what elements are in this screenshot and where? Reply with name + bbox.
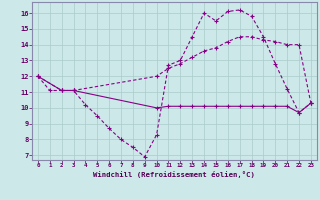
X-axis label: Windchill (Refroidissement éolien,°C): Windchill (Refroidissement éolien,°C) [93,171,255,178]
